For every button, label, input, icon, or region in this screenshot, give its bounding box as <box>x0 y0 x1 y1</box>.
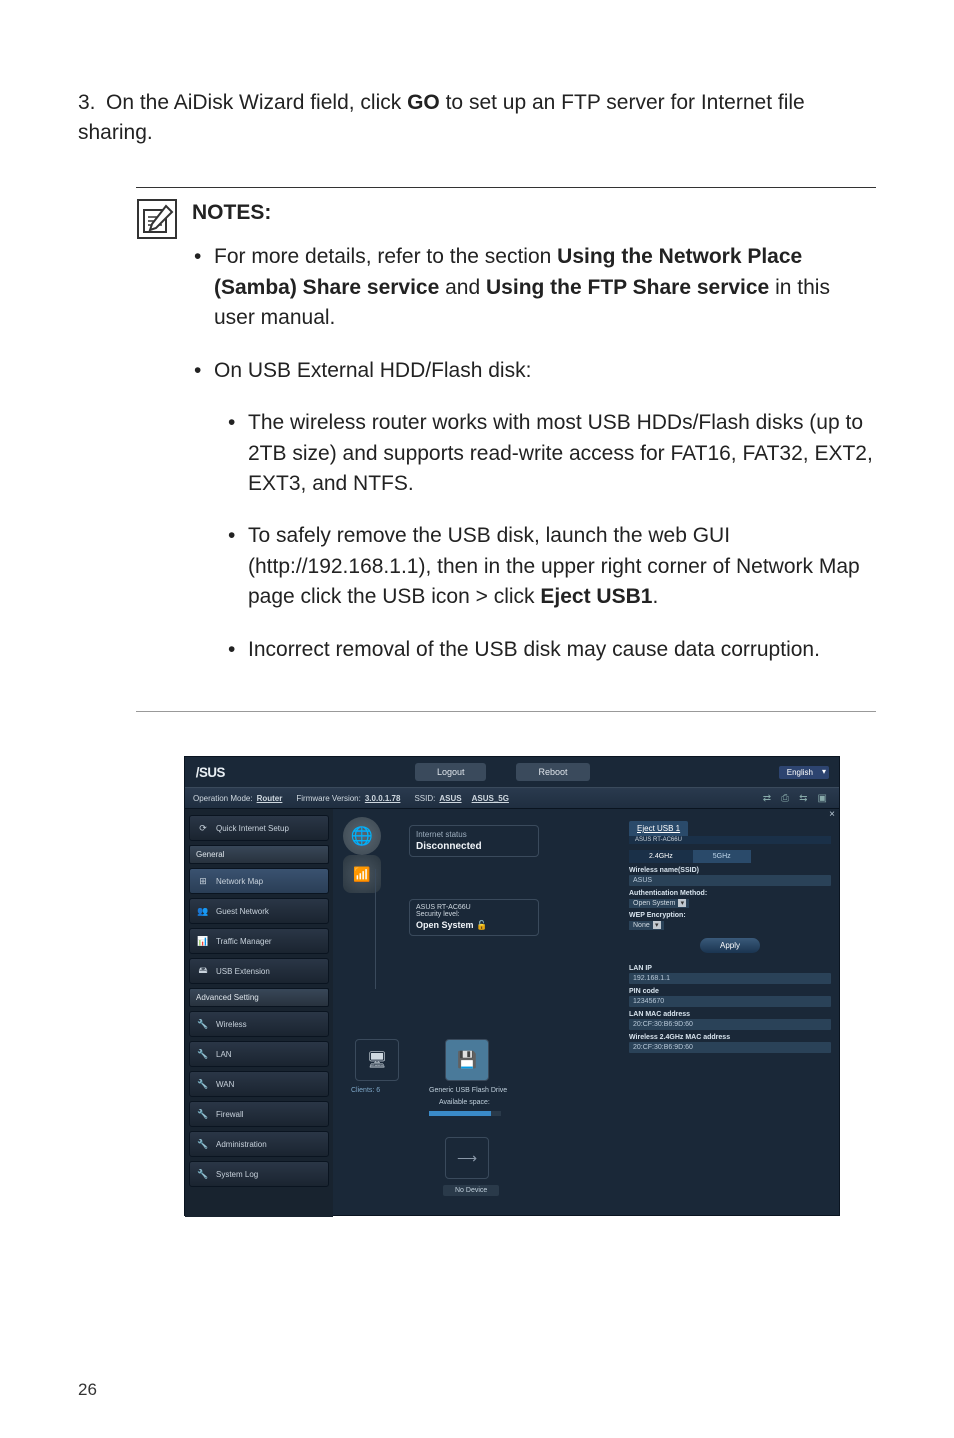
router-sidebar: ⟳Quick Internet Setup General ⊞Network M… <box>185 809 333 1217</box>
frequency-tabs: 2.4GHz 5GHz <box>629 850 831 863</box>
router-ui: /SUS Logout Reboot English Operation Mod… <box>184 756 840 1216</box>
field-pin: PIN code12345670 <box>629 988 831 1007</box>
sidebar-lan[interactable]: 🔧LAN <box>189 1041 329 1067</box>
sidebar-guest[interactable]: 👥Guest Network <box>189 898 329 924</box>
router-screenshot: /SUS Logout Reboot English Operation Mod… <box>184 756 840 1216</box>
connection-line <box>375 869 376 989</box>
notes-content: NOTES: For more details, refer to the se… <box>192 198 876 687</box>
apply-button[interactable]: Apply <box>700 938 760 953</box>
sidebar-section-advanced: Advanced Setting <box>189 988 329 1007</box>
tab-24ghz[interactable]: 2.4GHz <box>629 850 693 863</box>
usb-card[interactable]: 💾 <box>445 1039 489 1081</box>
qis-icon: ⟳ <box>196 821 210 835</box>
router-body: ⟳Quick Internet Setup General ⊞Network M… <box>185 809 839 1217</box>
wireless-icon: 🔧 <box>196 1017 210 1031</box>
router-infobar: Operation Mode: Router Firmware Version:… <box>185 787 839 809</box>
netmap-icon: ⊞ <box>196 874 210 888</box>
router-right-panel: × Eject USB 1 ASUS RT-AC66U 2.4GHz 5GHz … <box>621 809 839 1217</box>
syslog-icon: 🔧 <box>196 1167 210 1181</box>
available-space-label: Available space: <box>439 1099 490 1106</box>
sidebar-wireless[interactable]: 🔧Wireless <box>189 1011 329 1037</box>
clients-card[interactable]: 🖥 <box>355 1039 399 1081</box>
field-ssid: Wireless name(SSID)ASUS <box>629 867 831 886</box>
router-status-card: ASUS RT-AC66U Security level: Open Syste… <box>409 899 539 936</box>
admin-icon: 🔧 <box>196 1137 210 1151</box>
link-icon[interactable]: ⇆ <box>799 793 807 804</box>
available-space-bar <box>429 1111 501 1116</box>
router-topbar: /SUS Logout Reboot English <box>185 757 839 787</box>
notes-title: NOTES: <box>192 198 876 228</box>
note-icon <box>136 198 178 240</box>
sidebar-section-general: General <box>189 845 329 864</box>
traffic-icon: 📊 <box>196 934 210 948</box>
step-text: On the AiDisk Wizard field, click GO to … <box>78 91 805 144</box>
router-main: 🌐 Internet status Disconnected 📶 ASUS RT… <box>333 809 621 1217</box>
eject-usb-tab[interactable]: Eject USB 1 <box>629 821 688 836</box>
notes-block: NOTES: For more details, refer to the se… <box>136 187 876 712</box>
note-icon-column <box>136 198 192 687</box>
clients-label: Clients: 6 <box>351 1087 380 1094</box>
mode-icon[interactable]: ▣ <box>818 793 827 804</box>
note-bullet-2-2: To safely remove the USB disk, launch th… <box>226 521 876 612</box>
sidebar-firewall[interactable]: 🔧Firewall <box>189 1101 329 1127</box>
topbar-icons: ⇄ ⎙ ⇆ ▣ <box>763 793 831 804</box>
field-lanmac: LAN MAC address20:CF:30:B6:9D:60 <box>629 1011 831 1030</box>
topbar-buttons: Logout Reboot <box>226 763 779 781</box>
usb2-card[interactable]: ⟶ <box>445 1137 489 1179</box>
step-3: 3.On the AiDisk Wizard field, click GO t… <box>78 88 876 149</box>
guest-icon: 👥 <box>196 904 210 918</box>
note-bullet-1: For more details, refer to the section U… <box>192 242 876 333</box>
security-level-label: Security level: <box>416 911 532 918</box>
field-wmac: Wireless 2.4GHz MAC address20:CF:30:B6:9… <box>629 1034 831 1053</box>
field-lanip: LAN IP192.168.1.1 <box>629 965 831 984</box>
security-level-value: Open System 🔓 <box>416 920 532 931</box>
firewall-icon: 🔧 <box>196 1107 210 1121</box>
tab-5ghz[interactable]: 5GHz <box>693 850 751 863</box>
step-number: 3. <box>78 88 106 118</box>
wan-icon: 🔧 <box>196 1077 210 1091</box>
field-wep: WEP Encryption:None <box>629 912 831 930</box>
close-icon[interactable]: × <box>829 809 835 820</box>
sidebar-network-map[interactable]: ⊞Network Map <box>189 868 329 894</box>
lan-icon: 🔧 <box>196 1047 210 1061</box>
note-bullet-2-3: Incorrect removal of the USB disk may ca… <box>226 635 876 665</box>
logout-button[interactable]: Logout <box>415 763 487 781</box>
internet-status-value: Disconnected <box>416 841 532 852</box>
no-device-label: No Device <box>443 1185 499 1196</box>
language-select[interactable]: English <box>779 766 829 779</box>
eject-sub: ASUS RT-AC66U <box>629 836 831 844</box>
sidebar-admin[interactable]: 🔧Administration <box>189 1131 329 1157</box>
router-name: ASUS RT-AC66U <box>416 904 532 911</box>
printer-icon[interactable]: ⎙ <box>781 793 789 804</box>
reboot-button[interactable]: Reboot <box>516 763 589 781</box>
asus-logo: /SUS <box>196 764 225 780</box>
internet-status-label: Internet status <box>416 830 532 839</box>
sidebar-syslog[interactable]: 🔧System Log <box>189 1161 329 1187</box>
globe-icon[interactable]: 🌐 <box>343 817 381 855</box>
note-bullet-2: On USB External HDD/Flash disk: <box>192 356 876 386</box>
sidebar-traffic[interactable]: 📊Traffic Manager <box>189 928 329 954</box>
note-bullet-2-1: The wireless router works with most USB … <box>226 408 876 499</box>
sidebar-wan[interactable]: 🔧WAN <box>189 1071 329 1097</box>
apply-wrap: Apply <box>629 930 831 961</box>
sidebar-qis[interactable]: ⟳Quick Internet Setup <box>189 815 329 841</box>
page-number: 26 <box>78 1380 97 1400</box>
field-auth: Authentication Method:Open System <box>629 890 831 908</box>
available-space-fill <box>429 1111 491 1116</box>
sidebar-usb-ext[interactable]: 🖴USB Extension <box>189 958 329 984</box>
usbext-icon: 🖴 <box>196 964 210 978</box>
internet-status-card: Internet status Disconnected <box>409 825 539 857</box>
usb-icon[interactable]: ⇄ <box>763 793 771 804</box>
usb-drive-label: Generic USB Flash Drive <box>429 1087 507 1094</box>
